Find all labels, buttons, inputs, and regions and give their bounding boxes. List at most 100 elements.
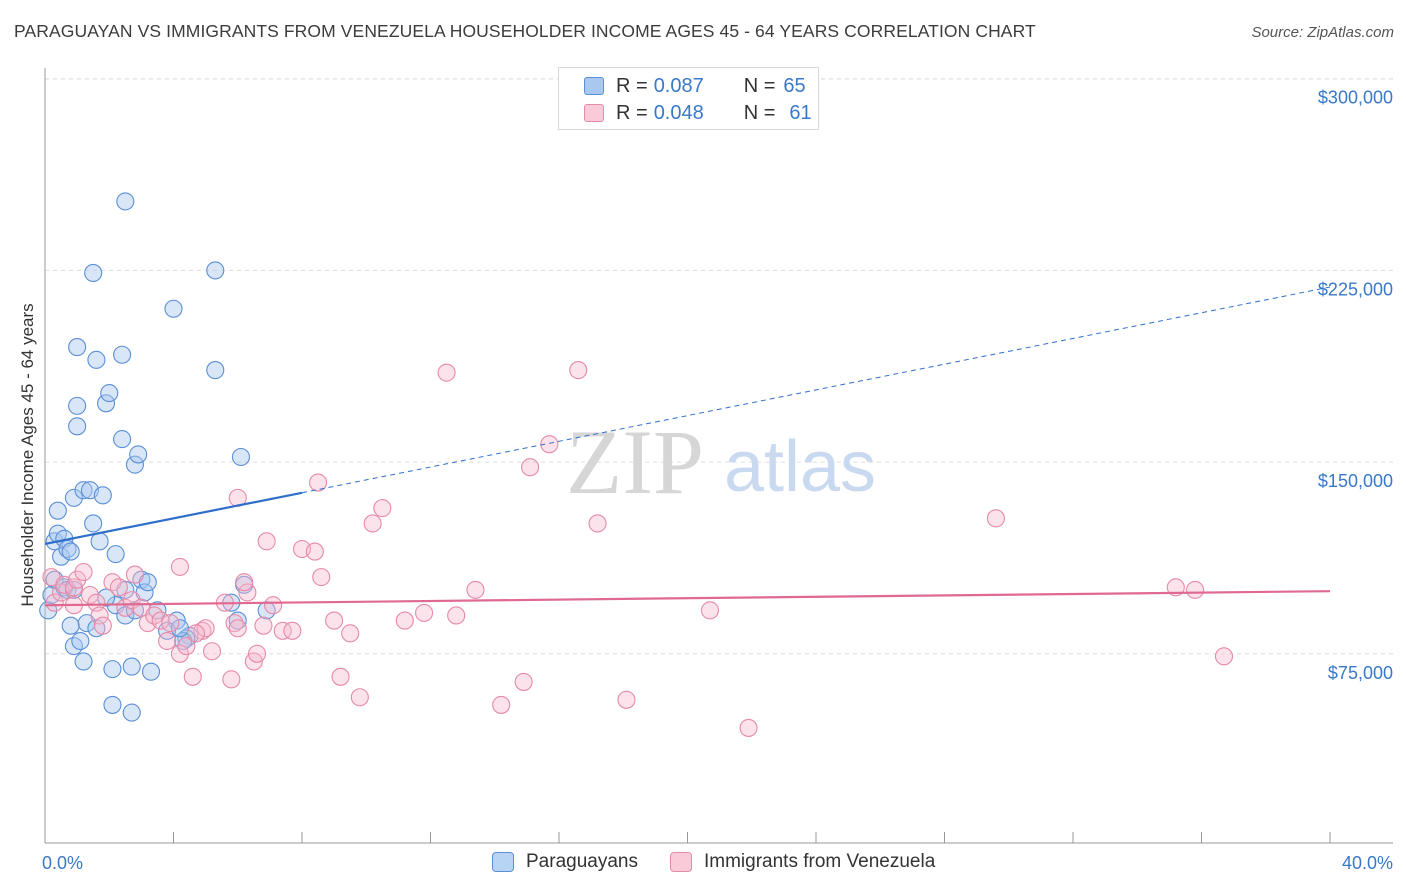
- venezuela-point: [158, 631, 177, 651]
- x-tick-max: 40.0%: [1342, 853, 1393, 873]
- venezuela-point: [617, 690, 636, 709]
- venezuela-point: [93, 616, 112, 635]
- watermark: ZIP atlas: [566, 411, 876, 513]
- paraguayans-point: [52, 547, 71, 566]
- paraguayans-point: [113, 430, 132, 449]
- venezuela-point: [222, 670, 241, 689]
- watermark-atlas: atlas: [724, 427, 876, 507]
- venezuela-point: [161, 614, 180, 633]
- bottom-legend-swatch-blue: [492, 852, 514, 872]
- paraguayans-trend-extension: [301, 286, 1331, 494]
- bottom-legend-label: Immigrants from Venezuela: [704, 851, 936, 872]
- venezuela-point: [986, 509, 1005, 528]
- paraguayans-point: [103, 695, 122, 714]
- paraguayans-point: [64, 488, 83, 507]
- venezuela-point: [90, 606, 109, 625]
- legend-n-value: 61: [789, 101, 812, 124]
- paraguayans-point: [96, 394, 116, 413]
- venezuela-point: [514, 672, 533, 691]
- paraguayans-point: [74, 481, 93, 500]
- trend-lines: [44, 286, 1331, 607]
- venezuela-point: [569, 361, 588, 380]
- chart-title: PARAGUAYAN VS IMMIGRANTS FROM VENEZUELA …: [14, 21, 1036, 41]
- venezuela-point: [331, 667, 350, 686]
- paraguayans-point: [141, 662, 161, 681]
- gridlines: [45, 78, 1393, 655]
- paraguayans-point: [129, 445, 148, 464]
- venezuela-point: [186, 624, 206, 643]
- paraguayans-point: [206, 361, 225, 380]
- venezuela-point: [235, 573, 254, 592]
- paraguayans-point: [48, 501, 67, 520]
- venezuela-point: [309, 473, 328, 492]
- paraguayans-point: [125, 455, 144, 474]
- paraguayans-point: [87, 350, 106, 369]
- y-tick-label: $225,000: [1318, 279, 1393, 299]
- paraguayans-point: [206, 261, 225, 280]
- paraguayans-trend: [44, 491, 303, 545]
- legend-row-paraguayans: R = 0.087 N = 65: [584, 74, 806, 98]
- venezuela-point: [74, 562, 93, 582]
- venezuela-point: [1214, 647, 1234, 666]
- venezuela-point: [238, 583, 257, 602]
- venezuela-point: [350, 688, 369, 707]
- venezuela-point: [415, 603, 434, 622]
- paraguayans-point: [122, 703, 141, 722]
- paraguayans-point: [61, 542, 80, 561]
- venezuela-point: [540, 435, 559, 454]
- venezuela-point: [170, 644, 189, 663]
- stats-legend: R = 0.087 N = 65 R = 0.048 N = 61: [558, 67, 819, 130]
- y-tick-label: $150,000: [1318, 471, 1393, 491]
- venezuela-point: [196, 619, 215, 638]
- venezuela-point: [395, 611, 414, 630]
- venezuela-point: [1166, 578, 1185, 597]
- series-venezuela: [42, 361, 1234, 737]
- venezuela-point: [437, 363, 456, 382]
- bottom-legend-paraguayans: Paraguayans: [492, 851, 638, 873]
- venezuela-point: [228, 619, 247, 638]
- venezuela-point: [373, 499, 392, 518]
- legend-n-value: 65: [783, 74, 806, 97]
- venezuela-trend: [44, 590, 1331, 607]
- watermark-zip: ZIP: [566, 411, 704, 513]
- legend-row-venezuela: R = 0.048 N = 61: [584, 101, 812, 125]
- bottom-legend-venezuela: Immigrants from Venezuela: [670, 851, 935, 873]
- legend-r-value: 0.048: [653, 101, 704, 124]
- paraguayans-point: [177, 629, 196, 648]
- paraguayans-point: [122, 657, 141, 676]
- venezuela-point: [45, 593, 64, 612]
- venezuela-point: [254, 616, 273, 635]
- y-axis-label: Householder Income Ages 45 - 64 years: [18, 303, 37, 607]
- paraguayans-point: [68, 338, 87, 357]
- bottom-legend-label: Paraguayans: [526, 851, 638, 872]
- paraguayans-point: [228, 611, 247, 630]
- venezuela-point: [739, 718, 758, 737]
- paraguayans-point: [68, 396, 87, 415]
- venezuela-point: [170, 557, 189, 576]
- paraguayans-point: [103, 660, 122, 679]
- venezuela-point: [247, 644, 267, 663]
- x-tick-min: 0.0%: [42, 853, 83, 873]
- venezuela-point: [183, 667, 202, 686]
- paraguayans-point: [170, 619, 189, 638]
- paraguayans-point: [113, 345, 132, 364]
- y-tick-label: $75,000: [1328, 663, 1393, 683]
- venezuela-point: [177, 637, 196, 656]
- venezuela-point: [1186, 580, 1205, 599]
- legend-r-label: R =: [616, 74, 648, 97]
- paraguayans-point: [106, 545, 125, 564]
- venezuela-point: [447, 606, 466, 625]
- paraguayans-point: [116, 606, 135, 625]
- legend-n-label: N =: [743, 74, 776, 97]
- paraguayans-point: [90, 532, 109, 551]
- venezuela-point: [700, 601, 720, 620]
- venezuela-point: [203, 642, 222, 661]
- venezuela-point: [80, 585, 100, 605]
- legend-swatch-blue: [584, 77, 604, 95]
- venezuela-point: [341, 624, 360, 643]
- paraguayans-point: [116, 192, 135, 211]
- paraguayans-point: [61, 616, 80, 635]
- venezuela-point: [273, 621, 292, 640]
- source-credit: Source: ZipAtlas.com: [1251, 24, 1394, 41]
